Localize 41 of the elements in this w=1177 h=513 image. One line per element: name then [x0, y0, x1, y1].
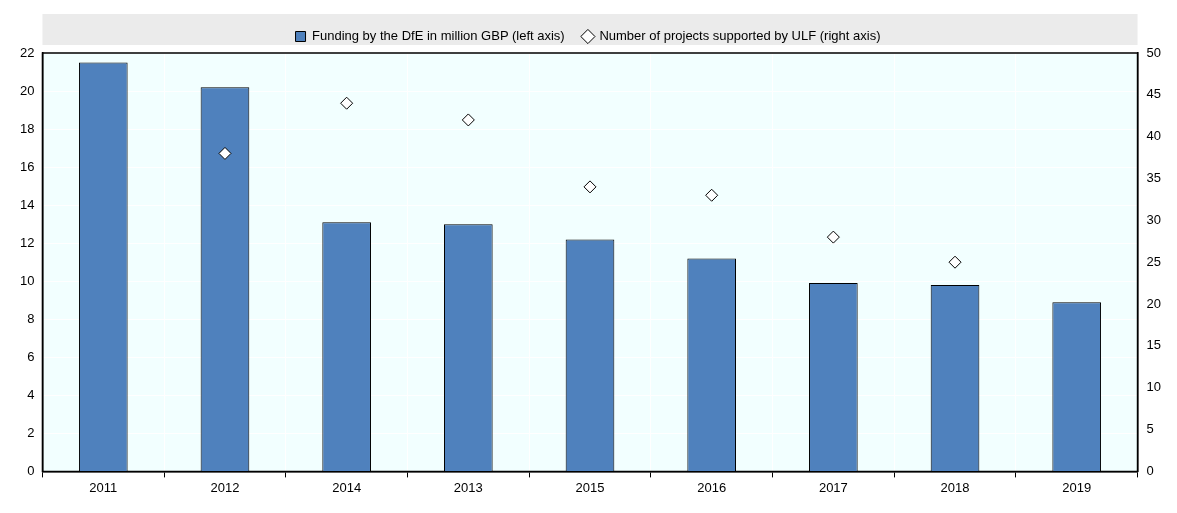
legend-label: Funding by the DfE in million GBP (left axis): [312, 28, 565, 44]
y-tick-label: 4: [27, 386, 35, 402]
y-tick-label: 20: [19, 82, 35, 98]
y-tick-label: 2: [27, 424, 35, 440]
y2-tick-label: 45: [1146, 86, 1162, 102]
point: [948, 255, 962, 269]
y-tick-label: 0: [27, 462, 35, 478]
y2-tick-label: 35: [1146, 170, 1162, 186]
x-tick-label: 2016: [697, 479, 727, 495]
x-tick-label: 2014: [332, 479, 362, 495]
y2-tick-label: 50: [1146, 44, 1162, 60]
point: [826, 230, 840, 244]
y2-tick-label: 25: [1146, 253, 1162, 269]
y-tick-label: 16: [19, 158, 35, 174]
y-tick-label: 8: [27, 310, 35, 326]
y2-tick-label: 20: [1146, 295, 1162, 311]
y2-tick-label: 10: [1146, 379, 1162, 395]
x-tick-label: 2018: [940, 479, 970, 495]
point: [218, 146, 232, 160]
x-tick-label: 2017: [818, 479, 848, 495]
x-tick-label: 2011: [89, 479, 118, 495]
x-tick-label: 2015: [575, 479, 605, 495]
y2-tick-label: 15: [1146, 337, 1162, 353]
y2-tick-label: 40: [1146, 128, 1162, 144]
y-tick-label: 18: [19, 120, 35, 136]
y-tick-label: 14: [19, 196, 35, 212]
y2-tick-label: 5: [1146, 421, 1154, 437]
point: [461, 113, 475, 127]
y-tick-label: 6: [27, 348, 35, 364]
legend-label: Number of projects supported by ULF (right axis): [599, 28, 881, 44]
y2-tick-label: 0: [1146, 462, 1154, 478]
x-tick-label: 2013: [453, 479, 483, 495]
x-tick-label: 2012: [210, 479, 240, 495]
point: [340, 96, 354, 110]
x-tick-label: 2019: [1062, 479, 1092, 495]
y-tick-label: 10: [19, 272, 35, 288]
point: [583, 180, 597, 194]
y2-tick-label: 30: [1146, 211, 1162, 227]
point: [705, 188, 719, 202]
y-tick-label: 12: [19, 234, 35, 250]
y-tick-label: 22: [19, 44, 35, 60]
